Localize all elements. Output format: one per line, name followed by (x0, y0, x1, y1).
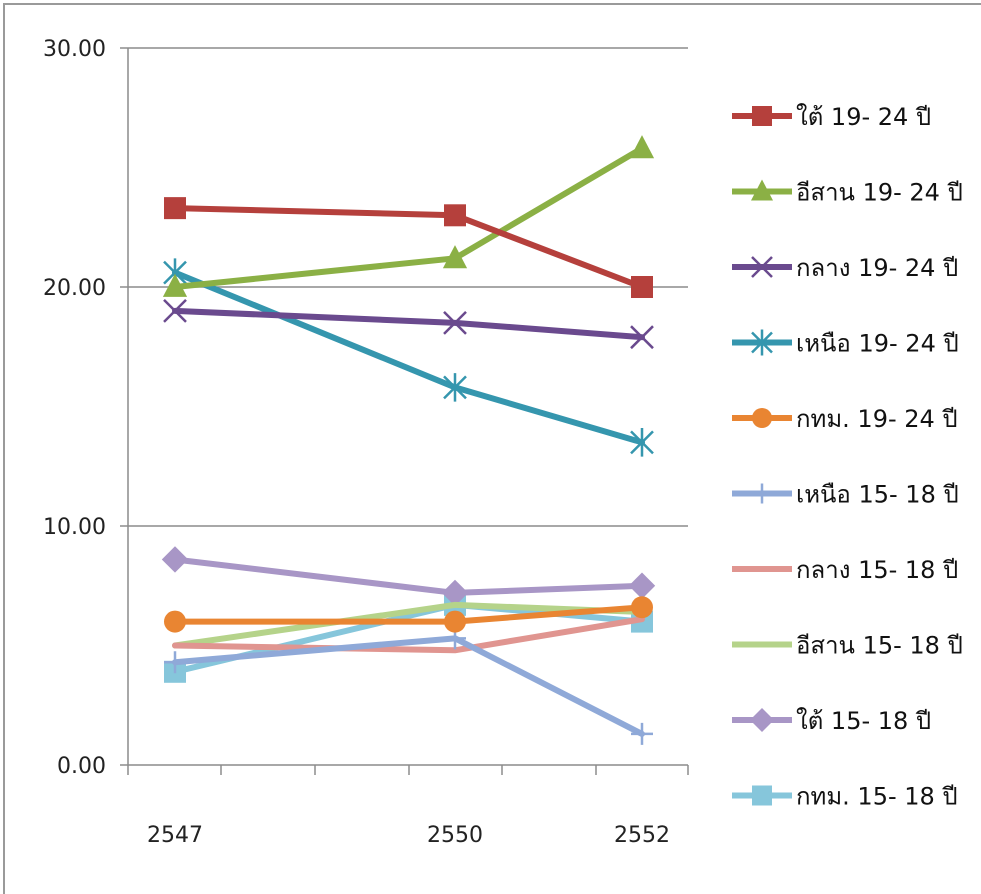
legend-item: เหนือ 15- 18 ปี (732, 481, 959, 509)
legend-label: เหนือ 19- 24 ปี (796, 330, 959, 358)
marker-square (164, 197, 186, 220)
y-tick-label: 0.00 (57, 754, 106, 779)
marker-diamond (750, 708, 774, 732)
marker-x (751, 256, 773, 278)
marker-plus (752, 483, 772, 504)
series-8 (161, 546, 656, 607)
marker-x (630, 325, 654, 350)
marker-triangle (162, 273, 188, 297)
gridlines (128, 47, 688, 527)
series-6 (172, 616, 645, 654)
legend-item: กทม. 19- 24 ปี (732, 405, 958, 433)
marker-square (752, 785, 772, 806)
y-tick-label: 10.00 (43, 515, 106, 540)
marker-circle (752, 408, 772, 428)
chart-border (3, 3, 981, 894)
legend: ใต้ 19- 24 ปีอีสาน 19- 24 ปีกลาง 19- 24 … (732, 103, 963, 811)
series-4 (164, 596, 653, 633)
marker-triangle (751, 179, 773, 201)
legend-label: กทม. 19- 24 ปี (796, 405, 958, 433)
legend-label: กลาง 15- 18 ปี (796, 556, 958, 584)
marker-diamond (628, 572, 656, 599)
legend-item: กลาง 19- 24 ปี (732, 254, 958, 282)
series-lines (161, 135, 656, 745)
x-tick-label: 2550 (427, 823, 483, 848)
marker-diamond (441, 579, 469, 607)
marker-circle (164, 610, 186, 633)
legend-label: กลาง 19- 24 ปี (796, 254, 958, 282)
x-tick-label: 2547 (147, 823, 203, 848)
marker-circle (444, 610, 466, 633)
marker-triangle (442, 245, 468, 269)
marker-x (443, 310, 467, 335)
legend-item: ใต้ 19- 24 ปี (732, 103, 931, 131)
x-tick-label: 2552 (614, 823, 670, 848)
marker-circle (631, 596, 653, 619)
marker-plus (631, 722, 653, 745)
series-5 (164, 627, 653, 745)
legend-label: กทม. 15- 18 ปี (796, 783, 958, 811)
series-0 (164, 197, 653, 298)
legend-label: อีสาน 15- 18 ปี (796, 632, 963, 660)
y-tick-label: 30.00 (43, 37, 106, 62)
marker-triangle (629, 135, 655, 159)
legend-item: อีสาน 15- 18 ปี (732, 632, 963, 660)
legend-item: กทม. 15- 18 ปี (732, 783, 958, 811)
legend-label: ใต้ 15- 18 ปี (796, 707, 931, 735)
legend-label: เหนือ 15- 18 ปี (796, 481, 959, 509)
marker-plus (164, 651, 186, 674)
legend-item: อีสาน 19- 24 ปี (732, 179, 963, 207)
legend-item: กลาง 15- 18 ปี (732, 556, 958, 584)
series-3 (163, 258, 654, 457)
axes: 0.00 10.00 20.00 30.00 2547 2550 2552 (43, 37, 689, 848)
legend-item: ใต้ 15- 18 ปี (732, 707, 931, 735)
marker-asterisk (443, 373, 467, 402)
marker-diamond (161, 546, 189, 573)
legend-label: ใต้ 19- 24 ปี (796, 103, 931, 131)
series-1 (162, 135, 655, 297)
legend-label: อีสาน 19- 24 ปี (796, 179, 963, 207)
marker-asterisk (630, 428, 654, 457)
marker-square (752, 106, 772, 126)
y-tick-label: 20.00 (43, 276, 106, 301)
marker-asterisk (751, 329, 773, 356)
series-2 (163, 299, 654, 350)
marker-square (444, 204, 466, 227)
marker-square (631, 276, 653, 298)
legend-item: เหนือ 19- 24 ปี (732, 329, 959, 358)
marker-x (163, 299, 187, 323)
series-line (172, 616, 645, 654)
